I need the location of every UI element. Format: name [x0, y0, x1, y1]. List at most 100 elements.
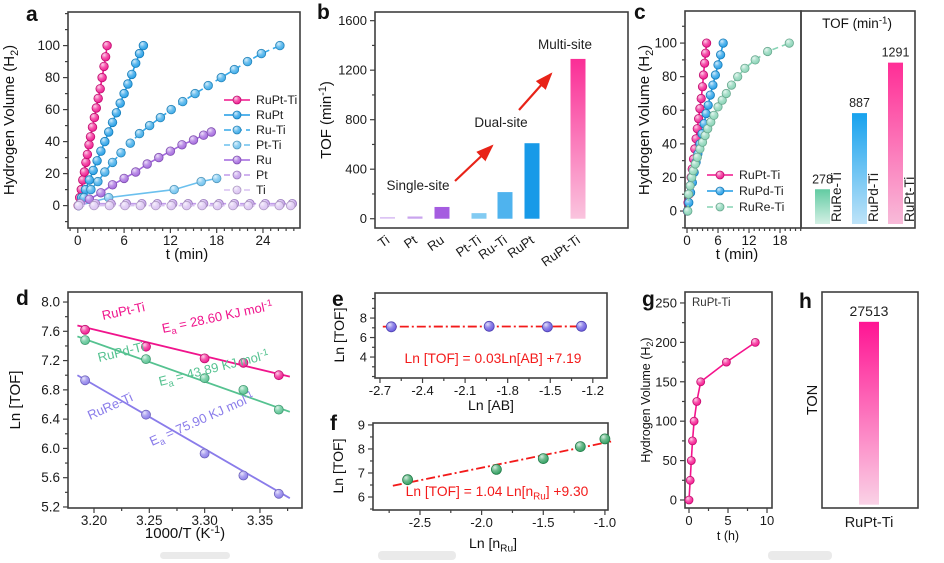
- data-point: [726, 80, 737, 90]
- data-point: [199, 448, 210, 459]
- y-tick-label: 6.4: [41, 412, 60, 427]
- panel-b-svg: 0 400 800 1200 1600 TOF (min-1) Ti Pt Ru Pt-Ti Ru-…: [317, 11, 629, 269]
- chart-title: TOF (min-1): [822, 16, 892, 31]
- data-point: [259, 200, 269, 211]
- data-point: [703, 100, 713, 110]
- data-point: [203, 80, 213, 91]
- data-point: [273, 404, 284, 415]
- data-point: [216, 72, 227, 83]
- data-point: [242, 56, 253, 67]
- plot-frame: [800, 10, 916, 229]
- bar-RuPt-Ti: [570, 58, 586, 219]
- legend-label: Pt: [256, 168, 268, 182]
- panel-b-tof-bar-chart: 0 400 800 1200 1600 TOF (min-1) Ti Pt Ru Pt-Ti Ru-…: [315, 0, 637, 270]
- data-point: [103, 127, 114, 137]
- x-axis-label: t (min): [166, 246, 209, 263]
- data-point: [100, 167, 110, 177]
- y-tick-label: 40: [45, 134, 60, 149]
- series-RuPt: [73, 40, 149, 211]
- data-point: [402, 474, 413, 486]
- bar-category-label: RuPt-Ti: [538, 232, 582, 269]
- data-point: [123, 79, 133, 89]
- series-Ti: [73, 200, 296, 211]
- panel-label-h: h: [799, 290, 812, 313]
- data-point: [84, 175, 95, 185]
- data-point: [537, 453, 549, 464]
- data-point: [696, 377, 706, 387]
- data-point: [763, 46, 773, 57]
- data-point: [692, 152, 702, 162]
- fit-line: [77, 324, 291, 378]
- data-point: [141, 409, 151, 420]
- data-point: [686, 456, 696, 466]
- y-tick-label: 5.2: [41, 499, 60, 514]
- panel-e-svg: -2.7 -2.4 -2.1 -1.8 -1.5 -1.2 4 6 8 Ln [AB] Ln [TO…: [331, 292, 608, 413]
- plot-frame: [821, 291, 919, 509]
- data-point: [385, 321, 397, 333]
- bar-RuPt: [524, 143, 540, 219]
- plot-frame: [372, 422, 609, 511]
- annotation: RuPt-Ti: [101, 299, 147, 323]
- y-tick-label: 6.8: [41, 382, 60, 397]
- y-tick-label: 6.0: [41, 441, 60, 456]
- x-axis-label: Ln [nRu]: [469, 535, 517, 555]
- x-tick-label: -1.5: [539, 383, 561, 398]
- y-tick-label: 80: [662, 69, 677, 84]
- data-point: [490, 464, 502, 475]
- data-point: [97, 72, 107, 83]
- data-point: [701, 48, 711, 58]
- data-point: [275, 40, 285, 51]
- data-point: [95, 84, 105, 94]
- data-point: [102, 40, 112, 51]
- data-point: [177, 140, 187, 150]
- x-tick-label: 3.35: [247, 513, 273, 528]
- trend-arrow: [518, 72, 553, 111]
- data-point: [576, 320, 587, 332]
- panel-h-ton-bar-chart: TON 27513 RuPt-Ti: [805, 270, 944, 563]
- data-point: [713, 60, 723, 70]
- data-point: [705, 90, 715, 100]
- bar-Ru-Ti: [497, 192, 513, 219]
- bar-RuPt-Ti: [859, 321, 879, 505]
- panel-f-svg: -2.5 -2.0 -1.5 -1.0 6 7 8 9 Ln [nRu] Ln [TOF] Ln […: [330, 417, 616, 555]
- panel-label-c: c: [634, 1, 646, 24]
- annotation: RuPd-Ti: [96, 339, 146, 365]
- data-point: [80, 375, 90, 386]
- data-point: [199, 353, 210, 364]
- x-tick-label: 10: [760, 513, 774, 528]
- series-RuPt-Ti: [73, 40, 112, 211]
- y-axis-label: Ln [TOF]: [7, 371, 24, 430]
- fit-line: [392, 440, 612, 487]
- bar-RuPd-Ti: [852, 113, 867, 224]
- legend-label: Ti: [256, 183, 266, 197]
- legend-label: RuPt-Ti: [256, 93, 297, 107]
- annotation: Ea = 28.60 KJ mol-1: [160, 297, 274, 339]
- y-tick-label: 0: [52, 198, 60, 213]
- data-point: [80, 335, 90, 345]
- bar-category-label: RuPt-Ti: [845, 515, 894, 531]
- series-data: [392, 433, 612, 487]
- data-point: [701, 109, 711, 119]
- series-line: [688, 341, 756, 501]
- data-point: [177, 96, 188, 107]
- y-axis-label: Hydrogen Volume (H2): [640, 337, 655, 462]
- series-RuPt-Ti: [684, 338, 760, 505]
- y-tick-label: 6: [358, 490, 365, 505]
- panel-c-hydrogen-volume-and-tof-chart: 0 6 12 18 0 20 40 60 80 100 t (min) Hydrogen Volume…: [635, 0, 944, 270]
- data-point: [274, 200, 284, 211]
- data-point: [93, 93, 103, 104]
- plot-frame: [374, 292, 608, 379]
- legend-label: RuPd-Ti: [739, 184, 784, 198]
- data-point: [93, 176, 103, 187]
- x-axis-label: t (h): [717, 529, 739, 543]
- data-point: [256, 48, 267, 59]
- data-point: [107, 117, 118, 128]
- data-point: [80, 324, 90, 335]
- data-point: [238, 385, 249, 395]
- data-point: [181, 200, 192, 211]
- data-point: [188, 135, 199, 145]
- data-point: [273, 370, 284, 381]
- scan-artifact: [378, 551, 456, 560]
- data-point: [698, 70, 709, 80]
- data-point: [685, 181, 695, 191]
